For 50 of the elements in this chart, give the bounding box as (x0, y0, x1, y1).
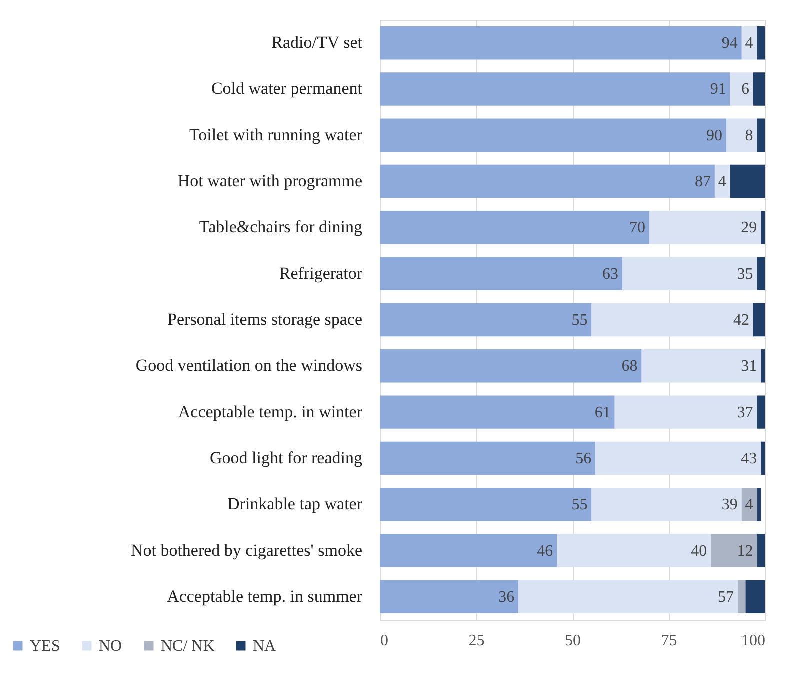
legend-label: YES (30, 638, 60, 655)
data-label: 36 (498, 588, 515, 606)
data-label: 57 (718, 588, 734, 606)
data-label: 40 (691, 542, 708, 560)
data-label: 31 (741, 358, 758, 376)
y-tick-label: Toilet with running water (189, 125, 363, 144)
data-label: 35 (737, 266, 754, 283)
data-label: 55 (572, 312, 588, 329)
y-tick-label: Radio/TV set (272, 33, 363, 52)
data-label: 91 (710, 81, 726, 98)
data-label: 87 (694, 174, 711, 191)
legend-label: NA (253, 638, 277, 655)
x-tick-label: 50 (565, 632, 581, 650)
y-tick-label: Good light for reading (210, 448, 363, 468)
data-label: 55 (572, 496, 588, 514)
data-label: 4 (718, 174, 726, 191)
x-tick-label: 0 (380, 632, 388, 650)
data-label: 37 (737, 404, 754, 422)
data-label: 39 (722, 496, 738, 514)
data-label: 63 (602, 266, 619, 283)
data-label: 56 (576, 450, 592, 468)
data-label: 4 (745, 496, 754, 514)
data-label: 68 (622, 358, 638, 376)
data-label: 70 (630, 220, 646, 237)
data-label: 12 (737, 542, 754, 560)
y-tick-label: Drinkable tap water (228, 494, 363, 514)
x-tick-label: 75 (661, 632, 678, 650)
y-tick-label: Hot water with programme (178, 172, 362, 191)
data-label: 4 (745, 35, 754, 52)
x-tick-label: 100 (742, 632, 766, 650)
y-tick-label: Not bothered by cigarettes' smoke (130, 540, 362, 560)
data-label: 42 (733, 312, 750, 329)
y-tick-label: Good ventilation on the windows (136, 356, 362, 376)
data-label: 8 (745, 127, 754, 144)
y-tick-label: Refrigerator (279, 264, 363, 283)
y-tick-label: Personal items storage space (168, 310, 362, 329)
y-tick-label: Cold water permanent (211, 79, 363, 98)
y-tick-label: Table&chairs for dining (199, 218, 363, 237)
data-label: 6 (741, 81, 750, 98)
x-tick-label: 25 (468, 632, 485, 650)
y-tick-label: Acceptable temp. in winter (178, 402, 363, 422)
data-label: 43 (741, 450, 758, 468)
data-label: 46 (537, 542, 554, 560)
legend-label: NC/ NK (161, 638, 216, 655)
legend-label: NO (99, 638, 122, 655)
y-tick-label: Acceptable temp. in summer (167, 586, 363, 606)
data-label: 61 (594, 404, 611, 422)
data-label: 29 (741, 220, 758, 237)
data-label: 90 (706, 127, 722, 144)
data-label: 94 (722, 35, 738, 52)
